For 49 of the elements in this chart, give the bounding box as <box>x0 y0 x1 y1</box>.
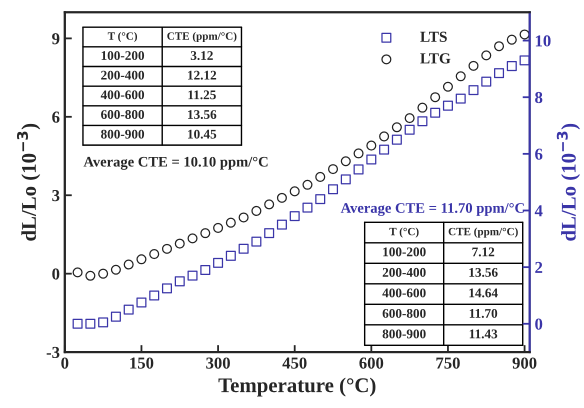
y2-tick-label: 10 <box>536 35 551 47</box>
annotation: 400-600 <box>100 90 144 100</box>
annotation: CTE (ppm/°C) <box>167 32 236 42</box>
x-tick-label: 450 <box>282 357 307 369</box>
annotation: 200-400 <box>101 70 144 80</box>
y-tick-label: 6 <box>52 112 60 123</box>
annotation: 11.43 <box>470 329 498 338</box>
y2-tick-label: 2 <box>535 262 542 273</box>
legend-label: LTS <box>420 32 447 42</box>
annotation: 11.25 <box>188 90 216 100</box>
annotation: T (°C) <box>108 32 138 42</box>
x-tick-label: 750 <box>436 357 460 369</box>
annotation: Average CTE = 10.10 ppm/°C <box>84 156 268 170</box>
annotation: 600-800 <box>101 110 144 119</box>
x-axis-title: Temperature (°C) <box>218 378 376 397</box>
x-tick-label: 600 <box>359 357 384 369</box>
annotation: 13.56 <box>469 268 498 277</box>
annotation: Average CTE = 11.70 ppm/°C <box>340 203 524 216</box>
annotation: 12.12 <box>188 70 216 80</box>
legend-label: LTG <box>420 53 450 64</box>
y2-tick-label: 0 <box>535 318 542 330</box>
x-tick-label: 0 <box>61 357 68 369</box>
annotation: 7.12 <box>472 247 494 256</box>
y2-tick-label: 8 <box>535 92 542 104</box>
annotation: 800-900 <box>101 130 144 139</box>
annotation: 100-200 <box>383 247 426 256</box>
annotation: 10.45 <box>188 130 216 139</box>
annotation: 600-800 <box>382 308 426 318</box>
y-tick-label: 3 <box>52 190 60 202</box>
x-tick-label: 300 <box>206 357 230 369</box>
annotation: 200-400 <box>382 268 426 277</box>
annotation: 400-600 <box>382 288 426 298</box>
annotation: 100-200 <box>102 51 144 60</box>
y-axis-title: dL/Lo (10$^{−3}$) <box>16 124 40 241</box>
annotation: 800-900 <box>382 329 426 338</box>
annotation: 13.56 <box>188 110 216 120</box>
annotation: CTE (ppm/°C) <box>448 227 518 238</box>
x-tick-label: 900 <box>512 357 536 369</box>
annotation: 11.70 <box>470 308 498 318</box>
y2-tick-label: 6 <box>535 148 542 160</box>
y2-tick-label: 4 <box>534 205 543 216</box>
y-tick-label: -3 <box>46 346 60 358</box>
y-tick-label: 0 <box>52 268 60 280</box>
y-tick-label: 9 <box>52 33 60 44</box>
x-tick-label: 150 <box>130 357 154 369</box>
annotation: 14.64 <box>469 288 498 298</box>
annotation: T (°C) <box>389 227 419 238</box>
y2-axis-title: dL/Lo (10$^{−3}$) <box>556 124 580 241</box>
annotation: 3.12 <box>190 51 213 60</box>
